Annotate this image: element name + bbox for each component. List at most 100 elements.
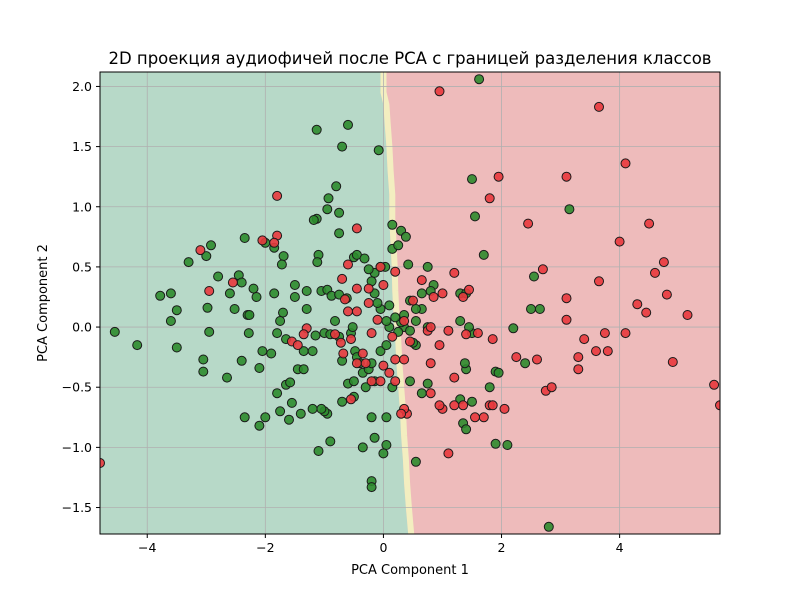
data-point <box>272 190 283 201</box>
data-point <box>257 235 268 246</box>
y-tick-label: −0.5 <box>62 380 92 395</box>
data-point <box>650 267 660 278</box>
decision-boundary <box>380 72 415 534</box>
data-point <box>523 218 534 229</box>
y-axis-label: PCA Component 2 <box>36 244 51 362</box>
data-point <box>257 346 268 357</box>
data-point <box>403 259 414 270</box>
data-point <box>227 277 238 288</box>
data-point <box>449 372 460 383</box>
data-point <box>201 251 212 262</box>
data-point <box>248 283 259 294</box>
data-point <box>155 290 166 301</box>
data-point <box>458 292 469 302</box>
data-point <box>381 340 392 351</box>
data-point <box>422 378 433 389</box>
data-point <box>272 388 283 399</box>
class-region-left <box>100 72 409 534</box>
data-point <box>366 328 377 339</box>
data-point <box>579 334 590 345</box>
data-point <box>410 456 421 467</box>
data-point <box>276 259 287 270</box>
data-point <box>343 259 353 270</box>
data-point <box>405 376 415 387</box>
data-point <box>239 412 250 423</box>
data-point <box>338 348 349 359</box>
data-point <box>644 218 655 229</box>
data-point <box>236 355 247 366</box>
data-point <box>564 204 575 215</box>
data-point <box>405 336 415 347</box>
data-point <box>425 358 436 369</box>
data-point <box>236 277 247 288</box>
data-point <box>384 367 395 378</box>
data-point <box>459 358 470 369</box>
data-point <box>428 292 439 302</box>
data-point <box>307 346 318 357</box>
data-point <box>526 304 536 314</box>
data-point <box>464 284 474 295</box>
data-point <box>346 394 356 405</box>
data-point <box>239 233 250 243</box>
x-tick-label: −4 <box>138 540 156 555</box>
chart-title: 2D проекция аудиофичей после PCA с грани… <box>108 49 711 68</box>
data-point <box>546 382 557 393</box>
data-point <box>360 358 371 369</box>
x-tick-label: 2 <box>498 540 506 555</box>
data-point <box>487 334 498 345</box>
data-point <box>384 300 395 311</box>
data-point <box>202 302 213 313</box>
data-point <box>573 352 584 363</box>
data-point <box>334 228 345 239</box>
data-point <box>537 264 548 275</box>
data-point <box>422 261 433 272</box>
y-tick-label: −1.0 <box>62 440 92 455</box>
data-point <box>343 306 353 317</box>
x-tick-label: −2 <box>256 540 274 555</box>
data-point <box>308 215 319 225</box>
data-point <box>165 288 176 299</box>
data-point <box>198 366 209 377</box>
data-point <box>351 306 362 317</box>
data-point <box>405 325 415 336</box>
data-point <box>381 316 392 326</box>
x-tick-label: 0 <box>379 540 387 555</box>
data-point <box>316 403 327 414</box>
data-point <box>416 388 427 399</box>
data-point <box>260 412 271 423</box>
data-point <box>347 322 358 333</box>
data-point <box>632 299 643 310</box>
data-point <box>474 74 485 85</box>
y-tick-label: 1.0 <box>72 199 92 214</box>
series-red <box>100 86 720 468</box>
data-point <box>266 348 277 359</box>
data-point <box>410 316 421 326</box>
data-point <box>301 304 312 314</box>
data-point <box>325 436 336 447</box>
y-tick-label: 0.5 <box>72 259 92 274</box>
data-point <box>171 342 182 353</box>
data-point <box>532 354 542 365</box>
y-tick-label: 0.0 <box>72 320 92 335</box>
plot-area <box>99 71 721 535</box>
data-point <box>373 145 384 156</box>
data-point <box>331 181 342 192</box>
data-point <box>198 354 209 365</box>
data-point <box>443 325 454 336</box>
data-point <box>363 298 374 308</box>
data-point <box>620 158 631 169</box>
data-point <box>132 340 143 351</box>
data-point <box>715 400 720 411</box>
data-point <box>425 322 436 333</box>
data-point <box>312 257 323 268</box>
data-point <box>244 310 255 320</box>
data-point <box>390 266 401 277</box>
x-axis: −4 −2 0 2 4 <box>138 534 624 555</box>
data-point <box>661 289 672 300</box>
data-point <box>378 360 389 371</box>
data-point <box>307 403 318 414</box>
data-point <box>275 316 286 326</box>
x-axis-label: PCA Component 1 <box>351 563 469 578</box>
data-point <box>594 101 604 112</box>
